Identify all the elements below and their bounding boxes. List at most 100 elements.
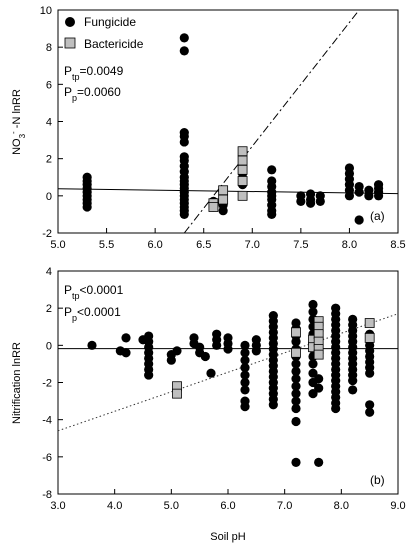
fungicide-point bbox=[291, 389, 301, 399]
fungicide-point bbox=[291, 374, 301, 384]
panel-b-fit-lines bbox=[57, 313, 399, 432]
fungicide-point bbox=[308, 299, 318, 310]
fungicide-point bbox=[305, 198, 316, 208]
panel-a-ytick-label: 4 bbox=[46, 117, 52, 129]
fungicide-point bbox=[121, 348, 131, 358]
fungicide-point bbox=[172, 346, 182, 356]
panel-a-dash-dot-line bbox=[183, 9, 360, 234]
fungicide-point bbox=[144, 370, 154, 380]
fungicide-point bbox=[268, 400, 278, 410]
fungicide-point bbox=[206, 368, 216, 378]
fungicide-point bbox=[314, 383, 324, 393]
legend-bactericide-label: Bactericide bbox=[84, 37, 144, 51]
panel-a-xtick-label: 7.0 bbox=[245, 239, 260, 251]
bactericide-point bbox=[364, 318, 375, 328]
panel-a-ylabel: NO3- -N lnRR bbox=[9, 89, 27, 155]
panel-a-stat-ptp: Ptp=0.0049 bbox=[64, 64, 124, 82]
panel-b-xtick-label: 5.0 bbox=[164, 500, 179, 512]
panel-b-xtick-label: 3.0 bbox=[50, 500, 65, 512]
fungicide-point bbox=[267, 209, 277, 220]
fungicide-point bbox=[267, 165, 277, 175]
bactericide-point bbox=[291, 327, 301, 338]
fungicide-point bbox=[121, 333, 131, 343]
fungicide-point bbox=[240, 355, 250, 365]
fungicide-point bbox=[291, 396, 301, 406]
fungicide-point bbox=[291, 337, 301, 347]
panel-b-xtick-label: 8.0 bbox=[334, 500, 349, 512]
bactericide-point bbox=[237, 155, 248, 166]
fungicide-point bbox=[365, 407, 375, 417]
fungicide-point bbox=[240, 363, 250, 373]
panel-b-points bbox=[87, 299, 375, 468]
panel-a-stat-pp: Pp=0.0060 bbox=[64, 85, 121, 103]
panel-b-dotted-line bbox=[57, 313, 399, 432]
fungicide-point bbox=[82, 202, 92, 212]
fungicide-point bbox=[348, 376, 358, 386]
panel-b-ytick-label: -4 bbox=[42, 415, 52, 427]
fungicide-point bbox=[240, 385, 250, 395]
panel-b-xtick-label: 6.0 bbox=[220, 500, 235, 512]
fungicide-point bbox=[314, 457, 324, 468]
panel-a-xtick-label: 5.0 bbox=[50, 239, 65, 251]
fungicide-point bbox=[223, 344, 233, 354]
panel-b-label: (b) bbox=[370, 473, 385, 487]
bactericide-point bbox=[237, 190, 248, 201]
panel-b-xtick-label: 9.0 bbox=[390, 500, 405, 512]
panel-a-xtick-label: 5.5 bbox=[99, 239, 114, 251]
bactericide-point bbox=[237, 164, 248, 175]
panel-b-ytick-label: 4 bbox=[46, 266, 52, 278]
fungicide-point bbox=[87, 340, 97, 350]
legend-fungicide-label: Fungicide bbox=[84, 15, 136, 29]
panel-b-ticks: 3.0 4.0 5.0 6.0 7.0 8.0 9.0 -8 -6 -4 -2 0 2 4 bbox=[42, 266, 405, 512]
panel-a-xtick-label: 6.0 bbox=[147, 239, 162, 251]
bactericide-point bbox=[208, 202, 219, 212]
fungicide-point bbox=[308, 307, 318, 317]
fungicide-point bbox=[308, 389, 318, 399]
legend-bactericide-marker bbox=[64, 37, 76, 49]
panel-a-ytick-label: 10 bbox=[40, 5, 52, 17]
fungicide-point bbox=[365, 400, 375, 410]
panel-a-xtick-label: 7.5 bbox=[293, 239, 308, 251]
fungicide-point bbox=[308, 368, 318, 378]
panel-a-ytick-label: 6 bbox=[46, 79, 52, 91]
panel-b: 3.0 4.0 5.0 6.0 7.0 8.0 9.0 -8 -6 -4 -2 0 2 4 Ptp<0.0… bbox=[11, 266, 406, 543]
fungicide-point bbox=[344, 191, 355, 201]
fungicide-point bbox=[179, 46, 189, 56]
fungicide-point bbox=[240, 402, 250, 412]
fungicide-point bbox=[212, 340, 222, 350]
fungicide-point bbox=[179, 33, 189, 43]
fungicide-point bbox=[373, 191, 384, 201]
panel-a-label: (a) bbox=[370, 209, 385, 223]
fungicide-point bbox=[354, 215, 364, 225]
fungicide-point bbox=[308, 359, 318, 369]
panel-a-xtick-label: 8.0 bbox=[342, 239, 357, 251]
panel-a-ytick-label: 2 bbox=[46, 154, 52, 166]
panel-a-ytick-label: 8 bbox=[46, 42, 52, 54]
fungicide-point bbox=[348, 385, 358, 395]
fungicide-point bbox=[296, 196, 306, 207]
panel-b-ytick-label: -2 bbox=[42, 378, 52, 390]
fungicide-point bbox=[364, 191, 374, 201]
panel-b-stat-ptp: Ptp<0.0001 bbox=[64, 283, 124, 301]
panel-a-ytick-label: 0 bbox=[46, 191, 52, 203]
fungicide-point bbox=[179, 209, 189, 220]
bactericide-point bbox=[218, 194, 229, 205]
bactericide-point bbox=[172, 388, 182, 399]
panel-a-ticks: 5.0 5.5 6.0 6.5 7.0 7.5 8.0 8.5 -2 0 2 4 6 8 10 bbox=[40, 5, 406, 251]
fungicide-point bbox=[291, 381, 301, 391]
panel-b-xtick-label: 4.0 bbox=[107, 500, 122, 512]
panel-a-xtick-label: 8.5 bbox=[390, 239, 405, 251]
fungicide-point bbox=[291, 457, 301, 468]
fungicide-point bbox=[354, 187, 364, 197]
panel-b-ytick-label: 2 bbox=[46, 303, 52, 315]
fungicide-point bbox=[240, 340, 250, 350]
panel-b-xlabel: Soil pH bbox=[210, 531, 246, 543]
fungicide-point bbox=[200, 351, 210, 362]
panel-b-ytick-label: -8 bbox=[42, 489, 52, 501]
bactericide-point bbox=[291, 347, 301, 358]
fungicide-point bbox=[315, 196, 325, 207]
fungicide-point bbox=[331, 403, 341, 414]
panel-b-ytick-label: 0 bbox=[46, 340, 52, 352]
fungicide-point bbox=[291, 416, 301, 427]
